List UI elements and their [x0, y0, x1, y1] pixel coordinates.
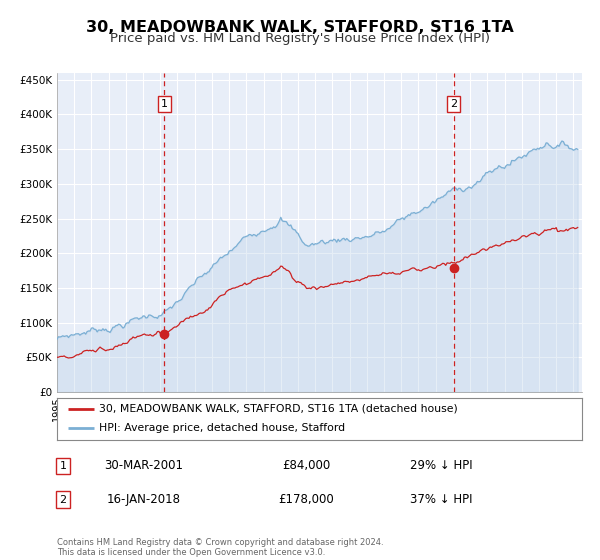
Text: HPI: Average price, detached house, Stafford: HPI: Average price, detached house, Staf…	[99, 423, 345, 433]
Text: 1: 1	[161, 99, 168, 109]
Text: 1: 1	[59, 461, 67, 471]
Text: 30-MAR-2001: 30-MAR-2001	[104, 459, 184, 473]
Text: £178,000: £178,000	[278, 493, 334, 506]
Text: 16-JAN-2018: 16-JAN-2018	[107, 493, 181, 506]
Text: 2: 2	[450, 99, 457, 109]
Text: 2: 2	[59, 494, 67, 505]
Text: £84,000: £84,000	[282, 459, 330, 473]
Text: Contains HM Land Registry data © Crown copyright and database right 2024.
This d: Contains HM Land Registry data © Crown c…	[57, 538, 383, 557]
Text: 30, MEADOWBANK WALK, STAFFORD, ST16 1TA (detached house): 30, MEADOWBANK WALK, STAFFORD, ST16 1TA …	[99, 404, 458, 414]
Text: 37% ↓ HPI: 37% ↓ HPI	[410, 493, 472, 506]
Text: Price paid vs. HM Land Registry's House Price Index (HPI): Price paid vs. HM Land Registry's House …	[110, 32, 490, 45]
Text: 30, MEADOWBANK WALK, STAFFORD, ST16 1TA: 30, MEADOWBANK WALK, STAFFORD, ST16 1TA	[86, 20, 514, 35]
Text: 29% ↓ HPI: 29% ↓ HPI	[410, 459, 472, 473]
